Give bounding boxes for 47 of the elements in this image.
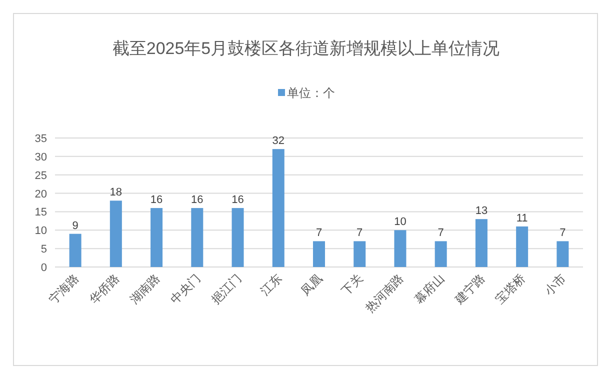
x-tick-label: 挹江门 bbox=[208, 271, 244, 307]
y-tick-label: 10 bbox=[34, 225, 47, 238]
data-label: 16 bbox=[191, 194, 204, 206]
x-tick-label: 幕府山 bbox=[412, 271, 447, 307]
y-tick-label: 25 bbox=[34, 170, 47, 182]
bar bbox=[232, 208, 244, 267]
x-tick-label: 华侨路 bbox=[86, 271, 122, 307]
x-tick-label: 宁海路 bbox=[46, 271, 82, 307]
y-tick-label: 30 bbox=[34, 151, 47, 164]
bar bbox=[191, 208, 204, 267]
y-tick-label: 35 bbox=[34, 133, 47, 145]
bar bbox=[150, 208, 163, 267]
data-label: 7 bbox=[560, 227, 566, 240]
y-tick-label: 15 bbox=[34, 206, 47, 219]
data-label: 9 bbox=[72, 220, 78, 232]
x-tick-label: 湖南路 bbox=[127, 271, 163, 307]
bar bbox=[69, 234, 82, 267]
data-label: 10 bbox=[394, 216, 406, 228]
x-tick-label: 江东 bbox=[258, 271, 285, 298]
y-tick-label: 20 bbox=[34, 188, 47, 200]
data-label: 7 bbox=[438, 227, 444, 240]
y-tick-label: 5 bbox=[40, 244, 47, 256]
bar bbox=[110, 200, 122, 267]
data-label: 32 bbox=[272, 135, 285, 148]
legend-label: 单位：个 bbox=[287, 86, 335, 100]
bar bbox=[556, 241, 569, 267]
x-tick-label: 中央门 bbox=[168, 271, 204, 307]
bar bbox=[272, 149, 284, 267]
bar bbox=[394, 230, 406, 267]
data-label: 11 bbox=[516, 212, 528, 224]
data-label: 7 bbox=[356, 227, 363, 240]
data-label: 16 bbox=[150, 194, 163, 206]
bar bbox=[434, 241, 447, 267]
x-tick-label: 小市 bbox=[542, 271, 569, 298]
x-tick-label: 凤凰 bbox=[298, 271, 326, 298]
data-label: 7 bbox=[316, 227, 322, 240]
x-tick-label: 宝塔桥 bbox=[492, 271, 528, 307]
bar bbox=[313, 241, 325, 267]
bar bbox=[354, 241, 366, 267]
y-tick-label: 0 bbox=[40, 262, 47, 274]
x-tick-label: 建宁路 bbox=[452, 271, 488, 308]
data-label: 13 bbox=[475, 205, 488, 218]
data-label: 18 bbox=[110, 186, 122, 199]
chart-title: 截至2025年5月鼓楼区各街道新增规模以上单位情况 bbox=[112, 39, 500, 58]
bar bbox=[475, 219, 488, 267]
data-label: 16 bbox=[232, 194, 244, 206]
bar bbox=[516, 226, 528, 267]
